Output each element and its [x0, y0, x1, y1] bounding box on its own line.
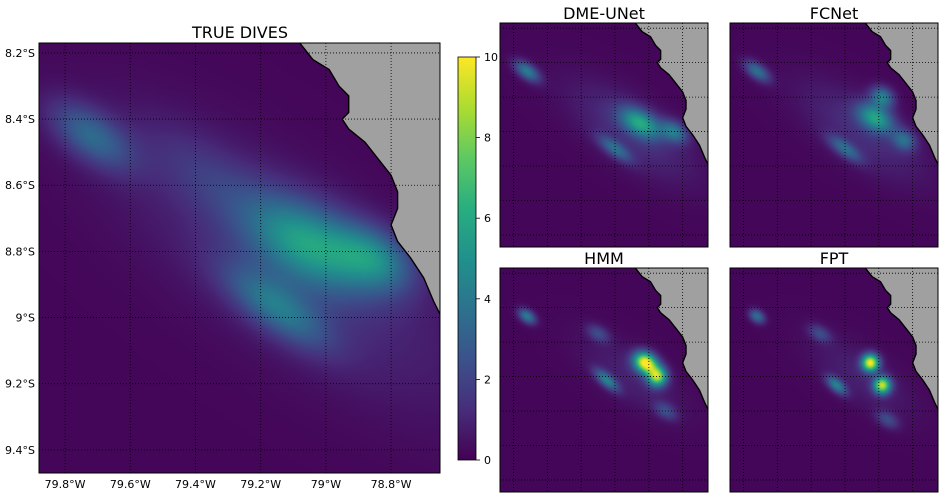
colorbar-gradient	[457, 56, 477, 461]
x-tick-label: 79.8°W	[45, 478, 86, 491]
title-fpt: FPT	[820, 249, 849, 268]
coastline	[864, 23, 938, 165]
x-tick-label: 79°W	[311, 478, 341, 491]
panel-frame	[38, 42, 441, 474]
y-tick-label: 8.8°S	[5, 245, 35, 258]
coastline	[299, 43, 440, 315]
panel-frame	[499, 267, 709, 493]
coastline	[634, 23, 708, 165]
coastline	[864, 268, 938, 410]
title-dme-unet: DME-UNet	[563, 4, 645, 23]
coastline	[634, 268, 708, 410]
title-true-dives: TRUE DIVES	[191, 23, 288, 42]
y-tick-label: 8.4°S	[5, 113, 35, 126]
x-tick-label: 79.2°W	[240, 478, 281, 491]
heatmap-panel-dme-unet	[499, 22, 709, 248]
colorbar-tick-label: 0	[484, 454, 491, 467]
heatmap-panel-fcnet	[729, 22, 939, 248]
heatmap-panel-hmm	[499, 267, 709, 493]
land-area	[865, 268, 938, 410]
colorbar: 0 2 4 6 8 10	[457, 51, 498, 467]
colorbar-tick-label: 4	[484, 293, 491, 306]
x-tick-label: 78.8°W	[371, 478, 412, 491]
title-hmm: HMM	[584, 249, 624, 268]
land-area	[865, 23, 938, 165]
heatmap-panel-true-dives: 79.8°W 79.6°W 79.4°W 79.2°W 79°W 78.8°W 8.2°S 8…	[5, 42, 441, 491]
colorbar-tick-label: 6	[484, 212, 491, 225]
y-tick-label: 8.6°S	[5, 179, 35, 192]
x-tick-label: 79.6°W	[110, 478, 151, 491]
land-area	[635, 268, 708, 410]
land-area	[635, 23, 708, 165]
y-tick-label: 8.2°S	[5, 47, 35, 60]
y-tick-label: 9.2°S	[5, 378, 35, 391]
colorbar-tick-label: 10	[484, 51, 498, 64]
y-tick-label: 9.4°S	[5, 444, 35, 457]
y-tick-label: 9°S	[16, 312, 35, 325]
x-tick-label: 79.4°W	[175, 478, 216, 491]
heatmap-panel-fpt	[729, 267, 939, 493]
colorbar-tick-label: 8	[484, 132, 491, 145]
panel-frame	[729, 22, 939, 248]
title-fcnet: FCNet	[810, 4, 858, 23]
panel-frame	[499, 22, 709, 248]
panel-frame	[729, 267, 939, 493]
colorbar-tick-label: 2	[484, 373, 491, 386]
land-area	[299, 43, 440, 315]
